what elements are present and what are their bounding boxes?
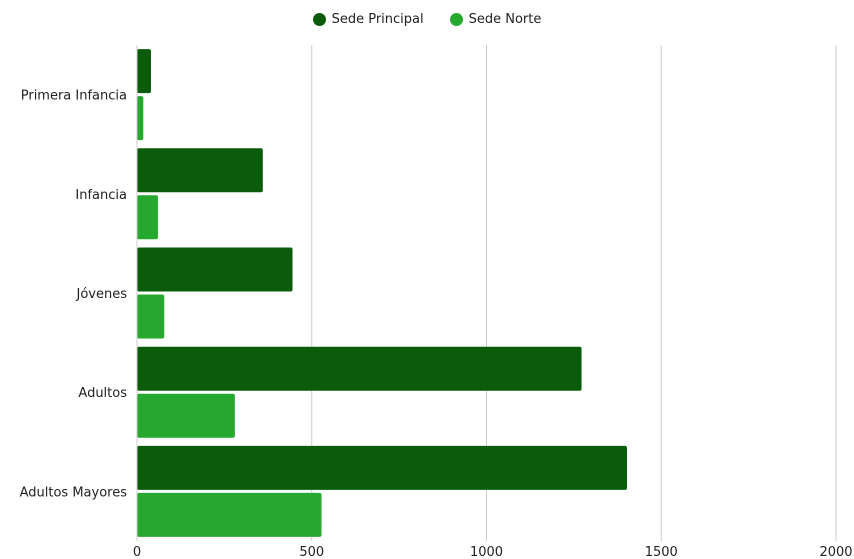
bar-infancia-sede-norte[interactable]: [137, 195, 158, 240]
legend-item-sede-norte[interactable]: Sede Norte: [449, 12, 542, 27]
bar-primera-infancia-sede-principal[interactable]: [137, 49, 151, 94]
bar-primera-infancia-sede-norte[interactable]: [137, 96, 144, 141]
bar-jovenes-sede-principal[interactable]: [137, 247, 293, 292]
bar-adultos-mayores-sede-principal[interactable]: [137, 445, 627, 490]
x-tick-label: 1000: [470, 545, 503, 559]
x-tick-label: 500: [299, 545, 324, 559]
bar-adultos-mayores-sede-norte[interactable]: [137, 492, 322, 537]
bar-jovenes-sede-norte[interactable]: [137, 294, 165, 339]
bar-infancia-sede-principal[interactable]: [137, 148, 263, 193]
y-tick-label: Adultos Mayores: [20, 485, 128, 500]
legend-item-sede-principal[interactable]: Sede Principal: [312, 12, 424, 27]
legend-swatch-sede-principal: [312, 13, 326, 26]
x-tick-label: 0: [133, 545, 141, 559]
y-tick-label: Primera Infancia: [21, 89, 127, 104]
x-tick-label: 1500: [645, 545, 678, 559]
bar-adultos-sede-principal[interactable]: [137, 346, 582, 391]
y-tick-label: Adultos: [78, 386, 127, 401]
y-tick-label: Jóvenes: [76, 287, 128, 302]
x-tick-label: 2000: [819, 545, 852, 559]
legend-label-sede-norte: Sede Norte: [468, 12, 542, 27]
bar-adultos-sede-norte[interactable]: [137, 393, 235, 438]
legend: Sede Principal Sede Norte: [0, 12, 854, 27]
legend-swatch-sede-norte: [449, 13, 463, 26]
y-tick-label: Infancia: [75, 188, 127, 203]
legend-label-sede-principal: Sede Principal: [331, 12, 424, 27]
